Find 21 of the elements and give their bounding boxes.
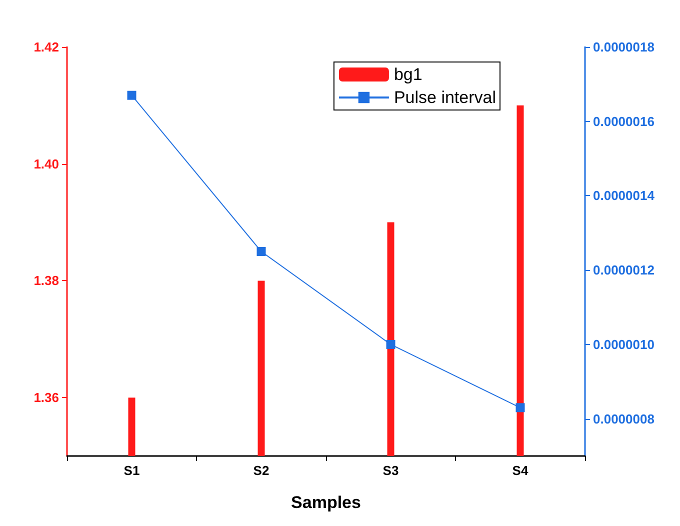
x-tick-label: S3 (382, 463, 399, 478)
point (516, 403, 525, 412)
y2-tick-label: 0.0000008 (593, 411, 654, 426)
y2-tick-label: 0.0000018 (593, 40, 654, 54)
x-tick-label: S2 (253, 463, 270, 478)
y2-tick-label: 0.0000016 (593, 114, 654, 129)
point (386, 340, 396, 349)
legend-label: bg1 (394, 65, 422, 84)
point (256, 247, 266, 256)
y-tick-label: 1.40 (34, 156, 59, 172)
y-tick-label: 1.36 (34, 390, 59, 406)
point (127, 90, 136, 100)
legend-label: Pulse interval (394, 88, 496, 107)
x-tick-label: S1 (124, 463, 140, 478)
x-axis-title: Samples (291, 493, 361, 512)
y2-tick-label: 0.0000010 (593, 336, 654, 352)
y2-tick-label: 0.0000014 (593, 188, 656, 204)
y-tick-label: 1.42 (34, 40, 59, 54)
y-tick-label: 1.38 (34, 273, 59, 288)
x-tick-label: S4 (512, 463, 529, 478)
y2-tick-label: 0.0000012 (593, 262, 654, 278)
